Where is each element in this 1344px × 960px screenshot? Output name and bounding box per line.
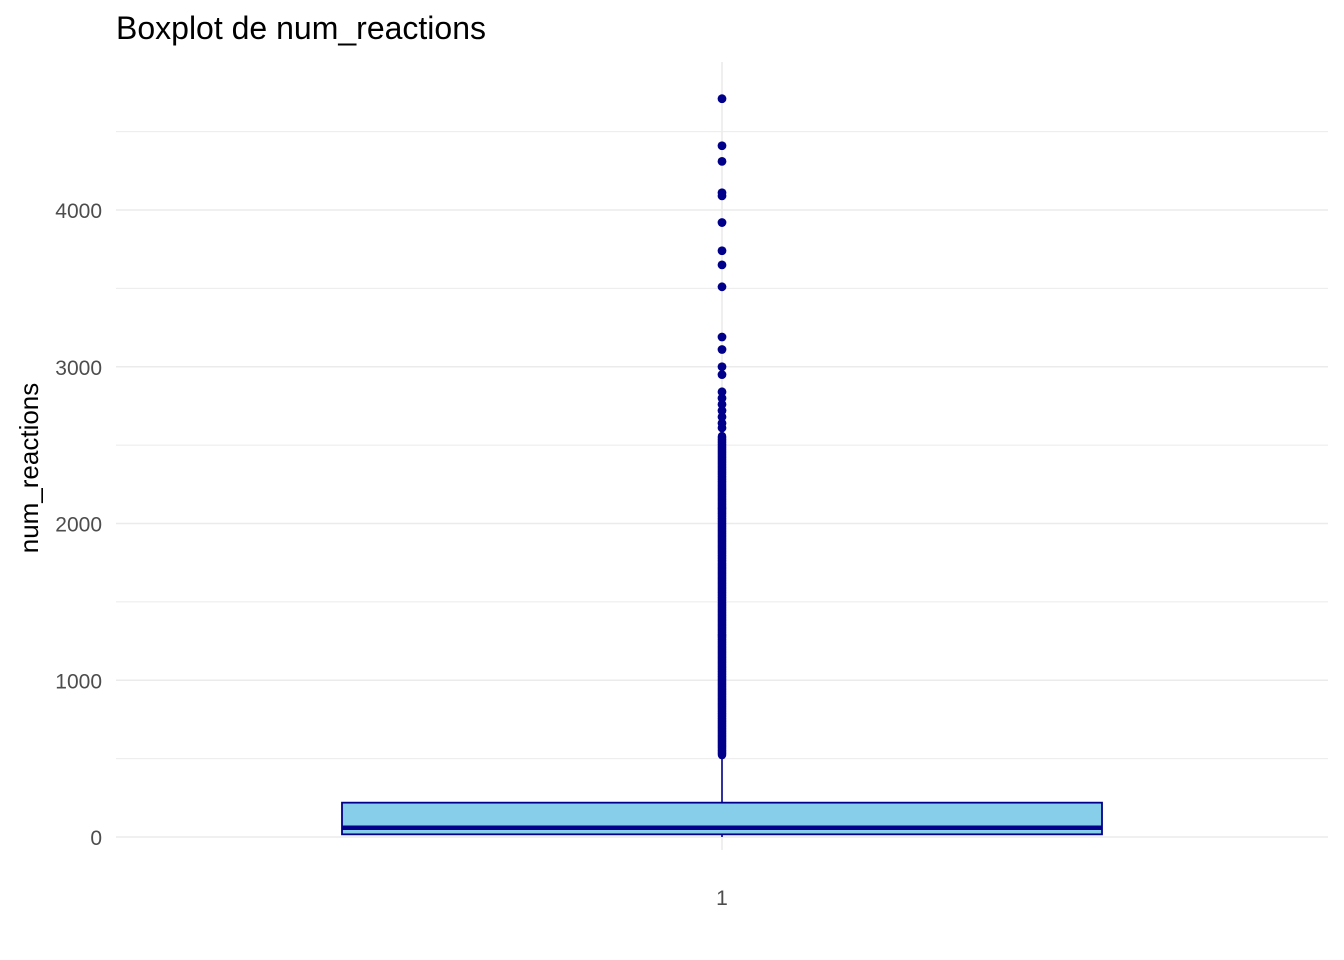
outlier-point [717,399,727,409]
outlier-point [717,393,727,403]
outlier-point [717,94,727,104]
chart-title: Boxplot de num_reactions [116,10,486,46]
outlier-point [717,387,727,397]
outlier-point [717,406,727,416]
y-tick-label: 2000 [55,514,102,537]
y-tick-label: 1000 [55,670,102,693]
outlier-point [717,362,727,372]
outlier-point [717,412,727,422]
box-layer [341,755,1103,837]
outlier-point [717,370,727,379]
outlier-point [717,423,727,433]
y-tick-label: 4000 [55,200,102,223]
x-tick-labels: 1 [716,887,728,910]
y-tick-labels: 0 1000 2000 3000 4000 [55,200,102,850]
y-tick-label: 0 [90,827,102,850]
y-tick-label: 3000 [55,357,102,380]
outlier-point [717,332,727,342]
x-tick-label: 1 [716,887,728,910]
outlier-point [717,157,727,166]
outlier-point [717,141,727,151]
outlier-point [717,282,727,292]
outlier-points [717,94,727,760]
outlier-point [717,191,727,201]
y-axis-title: num_reactions [14,383,44,554]
outlier-point [717,260,727,270]
outlier-point [717,431,727,441]
outlier-point [717,246,727,256]
outlier-point [717,218,727,227]
outlier-point [717,345,727,354]
